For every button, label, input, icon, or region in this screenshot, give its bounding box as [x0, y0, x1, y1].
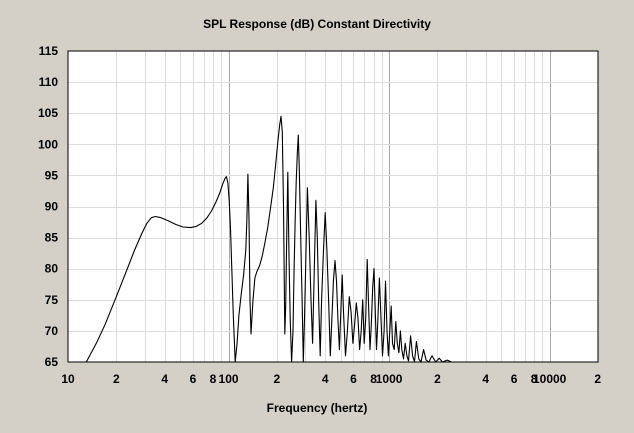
x-tick-label: 4: [161, 372, 168, 386]
y-tick-label: 65: [45, 355, 59, 369]
x-tick-label: 10000: [533, 372, 567, 386]
x-tick-label: 2: [274, 372, 281, 386]
grid-lines: [68, 51, 598, 362]
x-tick-label: 4: [322, 372, 329, 386]
x-axis-title: Frequency (hertz): [266, 401, 368, 415]
y-tick-label: 75: [45, 293, 59, 307]
x-tick-label: 8: [531, 372, 538, 386]
x-tick-label: 1000: [376, 372, 403, 386]
x-tick-label: 6: [190, 372, 197, 386]
y-tick-label: 100: [38, 137, 58, 151]
x-tick-label: 10: [61, 372, 75, 386]
x-tick-label: 2: [434, 372, 441, 386]
x-tick-label: 100: [219, 372, 239, 386]
x-tick-label: 2: [113, 372, 120, 386]
plot-area: [68, 51, 598, 362]
y-tick-label: 85: [45, 231, 59, 245]
x-tick-label: 8: [210, 372, 217, 386]
y-tick-label: 110: [39, 75, 59, 89]
x-tick-label: 2: [594, 372, 601, 386]
y-tick-label: 95: [45, 168, 59, 182]
y-axis-tick-labels: 65 70 75 80 85 90 95 100 105 110 115: [38, 44, 58, 369]
chart-title: SPL Response (dB) Constant Directivity: [203, 17, 431, 31]
x-tick-label: 6: [511, 372, 518, 386]
y-tick-label: 90: [45, 200, 59, 214]
x-tick-label: 6: [350, 372, 357, 386]
x-tick-label: 4: [482, 372, 489, 386]
spl-response-line: [85, 115, 452, 363]
plot-border: [67, 50, 599, 363]
y-tick-label: 70: [45, 324, 59, 338]
y-tick-label: 115: [39, 44, 59, 58]
y-tick-label: 80: [45, 262, 59, 276]
y-tick-label: 105: [38, 106, 58, 120]
x-tick-label: 8: [370, 372, 377, 386]
